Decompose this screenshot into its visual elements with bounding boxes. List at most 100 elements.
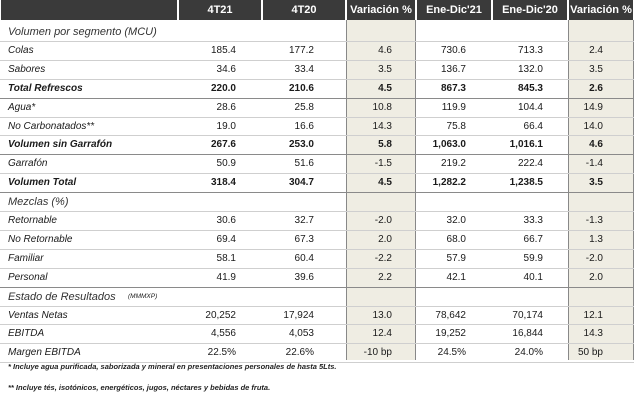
table-row: Personal 41.9 39.6 2.2 42.1 40.1 2.0 — [0, 269, 636, 287]
value-cell: 41.9 — [216, 271, 236, 283]
value-cell: 12.4 — [372, 328, 392, 340]
value-cell: 253.0 — [288, 139, 314, 151]
value-cell: 19,252 — [435, 328, 466, 340]
value-cell: 59.9 — [523, 252, 543, 264]
value-cell: -1.4 — [585, 158, 603, 170]
value-cell: 22.6% — [285, 347, 314, 359]
value-cell: 17,924 — [283, 309, 314, 321]
value-cell: 24.0% — [514, 347, 543, 359]
variation-column-shade — [346, 20, 416, 360]
row-divider — [0, 116, 634, 118]
value-cell: 32.0 — [446, 215, 466, 226]
value-cell: -1.5 — [374, 158, 392, 170]
row-label: Volumen sin Garrafón — [8, 139, 113, 151]
row-label: Personal — [8, 271, 48, 283]
row-label: No Carbonatados** — [8, 120, 95, 132]
value-cell: 33.4 — [294, 63, 314, 75]
row-divider — [0, 78, 634, 80]
row-divider — [0, 286, 634, 288]
value-cell: 730.6 — [440, 44, 466, 56]
value-cell: 5.8 — [378, 139, 392, 151]
value-cell: 210.6 — [288, 82, 314, 94]
value-cell: 24.5% — [437, 347, 466, 359]
section-title: Estado de Resultados — [8, 290, 116, 303]
value-cell: 2.6 — [589, 82, 603, 94]
section-header-row: Volumen por segmento (MCU) — [0, 23, 636, 41]
value-cell: 66.7 — [523, 233, 543, 245]
value-cell: 3.5 — [589, 63, 603, 75]
value-cell: 51.6 — [294, 158, 314, 170]
header-cell: 4T20 — [263, 0, 345, 20]
table-row: No Retornable 69.4 67.3 2.0 68.0 66.7 1.3 — [0, 231, 636, 249]
value-cell: 318.4 — [210, 177, 236, 189]
value-cell: 19.0 — [216, 120, 236, 132]
row-label: Total Refrescos — [8, 82, 83, 94]
value-cell: 67.3 — [294, 233, 314, 245]
header-cell — [1, 0, 177, 20]
row-divider — [0, 248, 634, 250]
value-cell: 220.0 — [210, 82, 236, 94]
value-cell: 57.9 — [446, 252, 466, 264]
row-divider — [0, 40, 634, 42]
header-cell: Variación % — [569, 0, 633, 20]
table-row: No Carbonatados** 19.0 16.6 14.3 75.8 66.4 14.… — [0, 118, 636, 136]
row-label: Sabores — [8, 63, 46, 75]
value-cell: 1,238.5 — [509, 177, 543, 189]
value-cell: -10 bp — [363, 347, 392, 359]
value-cell: 304.7 — [288, 177, 314, 189]
value-cell: 119.9 — [441, 101, 466, 113]
value-cell: 42.1 — [446, 271, 466, 283]
row-label: Margen EBITDA — [8, 347, 81, 359]
row-divider — [0, 343, 634, 345]
value-cell: 22.5% — [207, 347, 236, 359]
value-cell: -2.2 — [374, 252, 392, 264]
value-cell: 25.8 — [294, 101, 314, 113]
value-cell: 13.0 — [372, 309, 392, 321]
row-divider — [0, 229, 634, 231]
value-cell: 34.6 — [216, 63, 236, 75]
value-cell: 132.0 — [517, 63, 543, 75]
footnote-1: * Incluye agua purificada, saborizada y … — [8, 362, 337, 371]
row-divider — [0, 211, 634, 212]
table-row: EBITDA 4,556 4,053 12.4 19,252 16,844 14.3 — [0, 325, 636, 343]
table-row: Agua* 28.6 25.8 10.8 119.9 104.4 14.9 — [0, 99, 636, 117]
table-row: Margen EBITDA 22.5% 22.6% -10 bp 24.5% 24.0% 5… — [0, 344, 636, 362]
row-divider — [0, 267, 634, 269]
table-row: Retornable 30.6 32.7 -2.0 32.0 33.3 -1.3 — [0, 212, 636, 230]
row-divider — [0, 59, 634, 61]
header-row: 4T21 4T20 Variación % Ene-Dic'21 Ene-Dic'20 V… — [0, 0, 636, 20]
header-cell: Variación % — [347, 0, 415, 20]
value-cell: 14.9 — [583, 101, 603, 113]
value-cell: 30.6 — [216, 215, 236, 226]
value-cell: 40.1 — [523, 271, 543, 283]
table-row: Garrafón 50.9 51.6 -1.5 219.2 222.4 -1.4 — [0, 155, 636, 173]
value-cell: 3.5 — [589, 177, 603, 189]
value-cell: 50 bp — [577, 347, 603, 359]
row-label: Volumen Total — [8, 177, 77, 189]
value-cell: 1,282.2 — [432, 177, 466, 189]
value-cell: 16,844 — [512, 328, 543, 340]
value-cell: 20,252 — [205, 309, 236, 321]
row-divider — [0, 97, 634, 99]
header-cell: 4T21 — [179, 0, 261, 20]
value-cell: 267.6 — [210, 139, 236, 151]
value-cell: 185.4 — [210, 44, 236, 56]
value-cell: 66.4 — [523, 120, 543, 132]
row-label: Retornable — [8, 215, 57, 226]
value-cell: 39.6 — [294, 271, 314, 283]
value-cell: 4.6 — [589, 139, 603, 151]
table-row: Ventas Netas 20,252 17,924 13.0 78,642 70,174… — [0, 307, 636, 325]
value-cell: 70,174 — [512, 309, 543, 321]
value-cell: 14.3 — [583, 328, 603, 340]
row-label: Agua* — [8, 101, 36, 113]
section-header-row: Mezclas (%) — [0, 193, 636, 211]
value-cell: 177.2 — [288, 44, 314, 56]
section-header-row: Estado de Resultados (MMMXP) — [0, 288, 636, 306]
value-cell: -2.0 — [374, 215, 392, 226]
value-cell: 69.4 — [216, 233, 236, 245]
value-cell: 58.1 — [216, 252, 236, 264]
value-cell: 1,063.0 — [432, 139, 466, 151]
value-cell: 78,642 — [435, 309, 466, 321]
row-label: Ventas Netas — [8, 309, 68, 321]
row-divider — [0, 135, 634, 137]
